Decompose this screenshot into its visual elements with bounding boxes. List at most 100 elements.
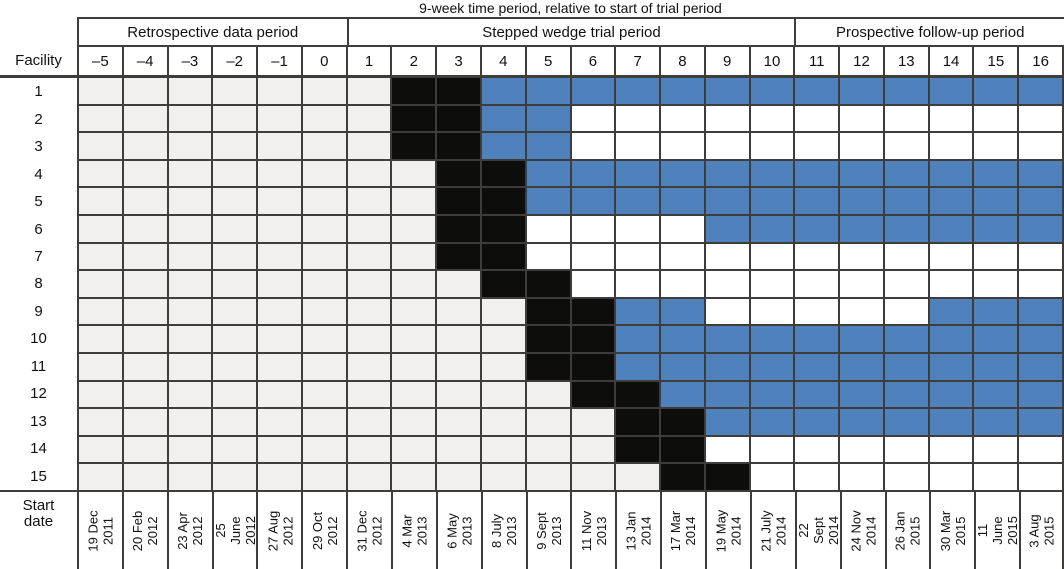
grid-cell xyxy=(705,271,749,297)
grid-cell xyxy=(616,298,660,325)
grid-cell xyxy=(571,78,615,104)
grid-cell xyxy=(302,243,346,270)
period-group-label: Prospective follow-up period xyxy=(794,19,1064,45)
grid-cell xyxy=(750,298,794,325)
grid-cell xyxy=(974,243,1018,270)
grid-cell xyxy=(1019,105,1062,132)
start-date-cell: 20 Feb 2012 xyxy=(121,492,167,569)
grid-cell xyxy=(526,298,570,325)
grid-cell xyxy=(661,436,704,463)
start-date-cell: 23 Apr 2012 xyxy=(166,492,212,569)
grid-cell xyxy=(258,271,301,297)
grid-cell xyxy=(392,298,436,325)
grid-cell xyxy=(168,188,212,214)
facility-label: 4 xyxy=(34,165,43,183)
period-number-header-row: –5 –4 –3 –2 –1 0 1 2 3 4 5 6 7 8 9 10 11 12 13 14 15 16 xyxy=(77,45,1064,75)
grid-cell xyxy=(1019,436,1062,463)
grid-cell xyxy=(347,271,391,297)
grid-cell xyxy=(571,409,615,435)
grid-cell xyxy=(1019,188,1062,214)
grid-cell xyxy=(213,216,257,242)
start-date-cell: 27 Aug 2012 xyxy=(256,492,301,569)
grid-cell xyxy=(526,243,570,270)
grid-cell xyxy=(123,409,167,435)
start-date-text: 6 May 2013 xyxy=(444,512,475,549)
grid-cell xyxy=(840,354,883,380)
grid-cell xyxy=(840,381,883,408)
grid-cell xyxy=(884,78,928,104)
grid-cell xyxy=(929,160,973,187)
grid-cell xyxy=(661,298,704,325)
grid-cell xyxy=(795,436,839,463)
grid-cell xyxy=(168,133,212,159)
grid-cell xyxy=(661,326,704,352)
start-date-text: 22 Sept 2014 xyxy=(795,516,841,545)
grid-cell xyxy=(705,298,749,325)
grid-cell xyxy=(168,354,212,380)
grid-cell xyxy=(884,354,928,380)
grid-cell xyxy=(840,271,883,297)
grid-cell xyxy=(79,160,122,187)
start-date-cell: 9 Sept 2013 xyxy=(525,492,571,569)
grid-cell xyxy=(168,160,212,187)
grid-cell xyxy=(571,464,615,490)
grid-cell xyxy=(481,78,525,104)
grid-cell xyxy=(974,160,1018,187)
grid-cell xyxy=(258,78,301,104)
grid-cell xyxy=(974,464,1018,490)
grid-cell xyxy=(79,436,122,463)
facility-label: 15 xyxy=(30,467,47,485)
grid-cell xyxy=(929,409,973,435)
grid-cell xyxy=(302,160,346,187)
grid-cell xyxy=(392,133,436,159)
grid-cell xyxy=(1019,216,1062,242)
facility-label: 6 xyxy=(34,220,43,238)
grid-cell xyxy=(884,160,928,187)
grid-cell xyxy=(840,464,883,490)
grid-cell xyxy=(437,188,480,214)
grid-cell xyxy=(123,271,167,297)
start-date-cell: 19 May 2014 xyxy=(705,492,750,569)
period-group-label: Retrospective data period xyxy=(77,19,347,45)
grid-cell xyxy=(79,105,122,132)
start-date-text: 4 Mar 2013 xyxy=(399,513,430,548)
period-group-label: Stepped wedge trial period xyxy=(346,19,795,45)
period-number-label: 1 xyxy=(347,47,391,75)
grid-cell xyxy=(392,271,436,297)
grid-cell xyxy=(705,326,749,352)
grid-cell xyxy=(526,160,570,187)
grid-cell xyxy=(392,326,436,352)
start-date-text: 9 Sept 2013 xyxy=(534,511,565,550)
grid-cell xyxy=(884,464,928,490)
grid-cell xyxy=(929,436,973,463)
grid-cell xyxy=(79,271,122,297)
grid-cell xyxy=(884,216,928,242)
grid-cell xyxy=(840,105,883,132)
start-date-text: 19 May 2014 xyxy=(713,509,744,552)
grid-cell xyxy=(750,381,794,408)
grid-cell xyxy=(1019,409,1062,435)
period-number-label: 3 xyxy=(437,47,480,75)
grid-cell xyxy=(661,243,704,270)
grid-cell xyxy=(79,381,122,408)
grid-cell xyxy=(974,188,1018,214)
grid-cell xyxy=(661,105,704,132)
grid-cell xyxy=(258,326,301,352)
grid-cell xyxy=(840,216,883,242)
start-date-cell: 31 Dec 2012 xyxy=(346,492,391,569)
grid-cell xyxy=(168,78,212,104)
grid-cell xyxy=(571,298,615,325)
start-date-cell: 4 Mar 2013 xyxy=(391,492,436,569)
grid-cell xyxy=(795,216,839,242)
grid-cell xyxy=(571,160,615,187)
grid-cell xyxy=(347,409,391,435)
grid-cell xyxy=(616,133,660,159)
grid-cell xyxy=(302,188,346,214)
grid-cell xyxy=(481,381,525,408)
grid-cell xyxy=(213,326,257,352)
grid-cell xyxy=(884,381,928,408)
period-number-label: –1 xyxy=(258,47,301,75)
grid-cell xyxy=(929,133,973,159)
grid-cell xyxy=(661,133,704,159)
grid-cell xyxy=(213,464,257,490)
